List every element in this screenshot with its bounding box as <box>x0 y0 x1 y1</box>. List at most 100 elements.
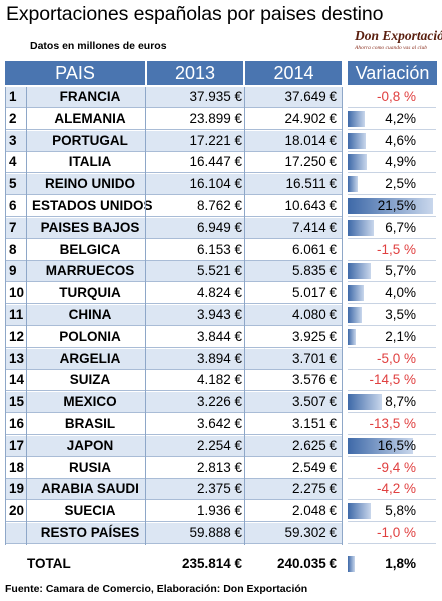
value-2013: 5.521 € <box>196 263 242 279</box>
country-name: TURQUIA <box>59 285 121 301</box>
variation-cell: 4,6% <box>348 131 436 152</box>
country-name: ARABIA SAUDI <box>41 481 139 497</box>
variation-label: -13,5 % <box>369 416 416 431</box>
variation-label: 2,1% <box>385 328 416 344</box>
table-row: 14 SUIZA 4.182 € 3.576 € <box>5 370 342 392</box>
variation-bar <box>348 437 414 454</box>
table-row: 9 MARRUECOS 5.521 € 5.835 € <box>5 261 342 283</box>
value-2014: 7.414 € <box>291 219 337 235</box>
variation-label: 5,8% <box>385 503 416 519</box>
variation-cell: -0,8 % <box>348 87 436 108</box>
variation-cell: -1,0 % <box>348 523 436 544</box>
value-2014: 4.080 € <box>291 307 337 322</box>
variation-cell: -5,0 % <box>348 349 436 370</box>
variation-cell: 3,5% <box>348 305 436 326</box>
row-rank: 9 <box>9 263 17 279</box>
source-note: Fuente: Camara de Comercio, Elaboración:… <box>5 583 308 595</box>
total-variation: 1,8% <box>385 556 416 571</box>
variation-bar <box>348 176 358 193</box>
row-rank: 14 <box>9 372 25 388</box>
variation-label: -0,8 % <box>376 89 416 104</box>
variation-bar <box>348 110 365 127</box>
table-row: 18 RUSIA 2.813 € 2.549 € <box>5 457 342 479</box>
country-name: FRANCIA <box>59 89 121 104</box>
row-rank: 2 <box>9 110 17 126</box>
value-2013: 6.949 € <box>196 219 242 235</box>
value-2013: 37.935 € <box>189 89 242 104</box>
value-2014: 24.902 € <box>284 110 337 126</box>
variation-bar <box>348 503 371 520</box>
table-row: 15 MEXICO 3.226 € 3.507 € <box>5 392 342 414</box>
row-rank: 18 <box>9 459 25 475</box>
country-name: RUSIA <box>68 459 111 475</box>
total-label: TOTAL <box>27 556 71 571</box>
row-rank: 20 <box>9 503 25 519</box>
country-name: MEXICO <box>63 394 117 410</box>
row-rank <box>9 523 31 543</box>
country-name: BELGICA <box>59 241 121 257</box>
country-name: PORTUGAL <box>52 132 128 148</box>
value-2013: 3.894 € <box>196 350 242 366</box>
variation-cell: 5,7% <box>348 261 436 283</box>
row-rank: 4 <box>9 154 17 170</box>
variation-label: 6,7% <box>385 219 416 235</box>
column-divider <box>244 87 245 545</box>
variation-label: -1,0 % <box>376 525 416 540</box>
chart-subtitle: Datos en millones de euros <box>30 40 167 52</box>
don-exportacion-logo: Don Exportación Ahorra como cuando vas a… <box>355 28 442 58</box>
header-pais: PAIS <box>5 61 145 85</box>
value-2014: 5.835 € <box>291 263 337 279</box>
value-2013: 2.375 € <box>196 481 242 497</box>
variation-label: 21,5% <box>377 198 416 213</box>
variation-label: -9,4 % <box>376 459 416 475</box>
value-2014: 2.549 € <box>291 459 337 475</box>
value-2014: 3.507 € <box>291 394 337 410</box>
variation-label: 2,5% <box>385 176 416 192</box>
row-rank: 12 <box>9 328 25 344</box>
variation-bar <box>348 263 371 280</box>
value-2013: 16.447 € <box>189 154 242 170</box>
variation-label: 4,6% <box>385 132 416 148</box>
variation-cell: -4,2 % <box>348 479 436 501</box>
table-row: 3 PORTUGAL 17.221 € 18.014 € <box>5 130 342 152</box>
variation-cell: 21,5% <box>348 196 436 217</box>
value-2013: 2.254 € <box>196 437 242 453</box>
value-2013: 8.762 € <box>196 198 242 213</box>
value-2013: 2.813 € <box>196 459 242 475</box>
row-rank: 5 <box>9 176 17 192</box>
variation-cell: 2,1% <box>348 327 436 348</box>
row-rank: 13 <box>9 350 25 366</box>
column-divider <box>145 87 146 545</box>
country-name: SUIZA <box>69 372 111 388</box>
value-2013: 1.936 € <box>196 503 242 519</box>
country-name: SUECIA <box>64 503 116 519</box>
table-row: 8 BELGICA 6.153 € 6.061 € <box>5 239 342 261</box>
variation-label: -4,2 % <box>376 481 416 497</box>
value-2014: 18.014 € <box>284 132 337 148</box>
header-2013: 2013 <box>147 61 243 85</box>
value-2014: 59.302 € <box>284 525 337 540</box>
variation-label: -1,5 % <box>376 241 416 257</box>
value-2014: 6.061 € <box>291 241 337 257</box>
variation-bar <box>348 394 383 411</box>
variation-bar <box>348 328 357 345</box>
variation-cell: 16,5% <box>348 436 436 457</box>
table-row: 12 POLONIA 3.844 € 3.925 € <box>5 326 342 348</box>
value-2013: 4.182 € <box>196 372 242 388</box>
variation-bar <box>348 285 364 302</box>
value-2014: 16.511 € <box>285 176 337 192</box>
table-row: 1 FRANCIA 37.935 € 37.649 € <box>5 87 342 108</box>
value-2014: 3.925 € <box>291 328 337 344</box>
country-name: JAPON <box>66 437 114 453</box>
variation-label: -14,5 % <box>369 372 416 388</box>
country-name: CHINA <box>68 307 112 322</box>
variation-label: 4,0% <box>385 285 416 301</box>
variation-label: 8,7% <box>385 394 416 410</box>
country-name: PAISES BAJOS <box>40 219 140 235</box>
table-row: 17 JAPON 2.254 € 2.625 € <box>5 435 342 457</box>
variation-bar <box>348 198 433 214</box>
table-left-border <box>5 87 6 545</box>
value-2013: 17.221 € <box>189 132 242 148</box>
variation-cell: 4,2% <box>348 109 436 130</box>
header-2014: 2014 <box>245 61 342 85</box>
